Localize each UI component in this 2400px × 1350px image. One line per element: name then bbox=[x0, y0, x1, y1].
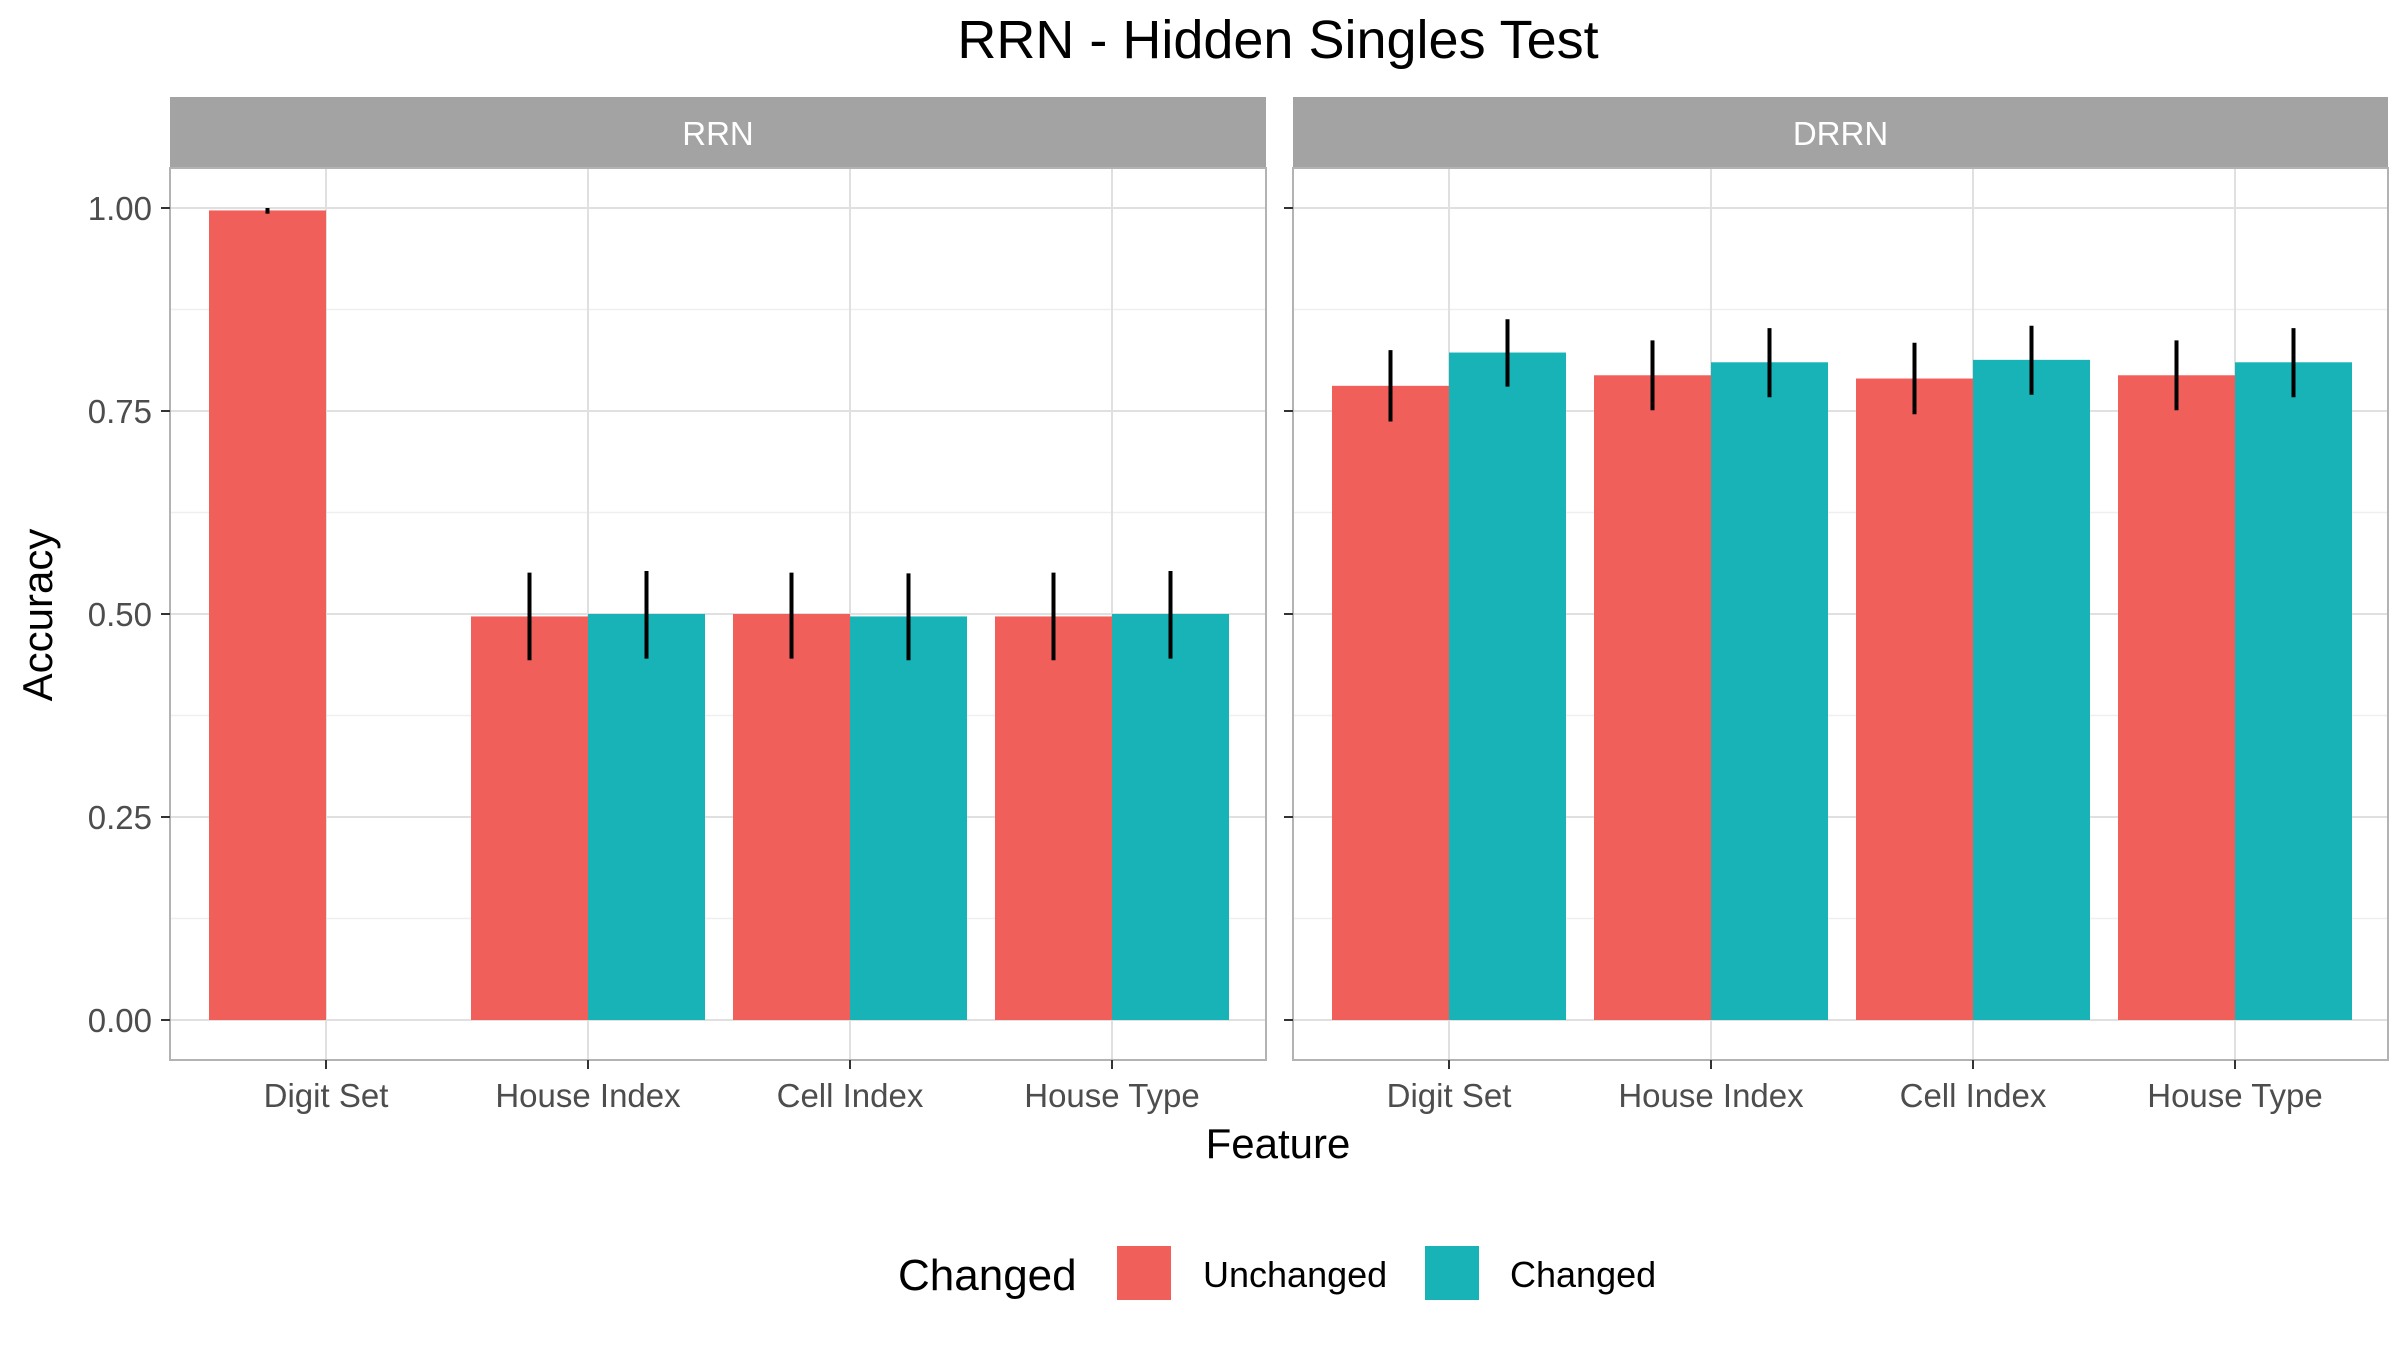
x-tick-label: House Type bbox=[2147, 1077, 2323, 1114]
bar-unchanged bbox=[995, 616, 1112, 1020]
legend-label-unchanged: Unchanged bbox=[1203, 1254, 1387, 1295]
facet-strip bbox=[1293, 97, 2388, 168]
y-tick-label: 1.00 bbox=[88, 190, 152, 227]
bar-changed bbox=[2235, 362, 2352, 1020]
legend-swatch-unchanged bbox=[1117, 1246, 1171, 1300]
y-axis-title: Accuracy bbox=[14, 529, 61, 702]
bar-changed bbox=[1973, 359, 2090, 1020]
bar-unchanged bbox=[1594, 375, 1711, 1021]
legend-swatch-changed bbox=[1425, 1246, 1479, 1300]
legend: Changed Unchanged Changed bbox=[898, 1246, 1656, 1300]
y-tick-label: 0.25 bbox=[88, 799, 152, 836]
bar-unchanged bbox=[471, 616, 588, 1020]
panel-rrn: RRN Digit Set House Index Cell Index House T… bbox=[88, 97, 1267, 1114]
bar-changed bbox=[850, 616, 967, 1020]
y-tick-label: 0.75 bbox=[88, 393, 152, 430]
bar-changed bbox=[588, 614, 705, 1020]
bar-unchanged bbox=[1332, 385, 1449, 1020]
chart-title: RRN - Hidden Singles Test bbox=[957, 10, 1598, 70]
bar-changed bbox=[1112, 614, 1229, 1020]
panel-drrn: DRRN Digit Set House Index Cell Index House … bbox=[1284, 97, 2389, 1114]
x-tick-label: House Index bbox=[495, 1077, 681, 1114]
facet-strip bbox=[170, 97, 1266, 168]
x-tick-label: Cell Index bbox=[777, 1077, 924, 1114]
x-tick-label: Cell Index bbox=[1900, 1077, 2047, 1114]
x-tick-label: Digit Set bbox=[264, 1077, 389, 1114]
panels: RRN Digit Set House Index Cell Index House T… bbox=[88, 97, 2389, 1114]
legend-title: Changed bbox=[898, 1251, 1077, 1300]
bar-unchanged bbox=[209, 210, 326, 1020]
y-tick-label: 0.50 bbox=[88, 596, 152, 633]
bar-changed bbox=[1449, 352, 1566, 1020]
x-tick-label: Digit Set bbox=[1387, 1077, 1512, 1114]
facet-label: RRN bbox=[682, 115, 754, 152]
bar-unchanged bbox=[733, 614, 850, 1020]
x-tick-label: House Index bbox=[1618, 1077, 1804, 1114]
x-tick-label: House Type bbox=[1024, 1077, 1200, 1114]
x-axis-title: Feature bbox=[1206, 1120, 1351, 1167]
y-tick-label: 0.00 bbox=[88, 1002, 152, 1039]
bar-unchanged bbox=[1856, 378, 1973, 1020]
facet-label: DRRN bbox=[1793, 115, 1888, 152]
legend-label-changed: Changed bbox=[1510, 1254, 1656, 1295]
bar-changed bbox=[1711, 362, 1828, 1020]
bar-unchanged bbox=[2118, 375, 2235, 1021]
